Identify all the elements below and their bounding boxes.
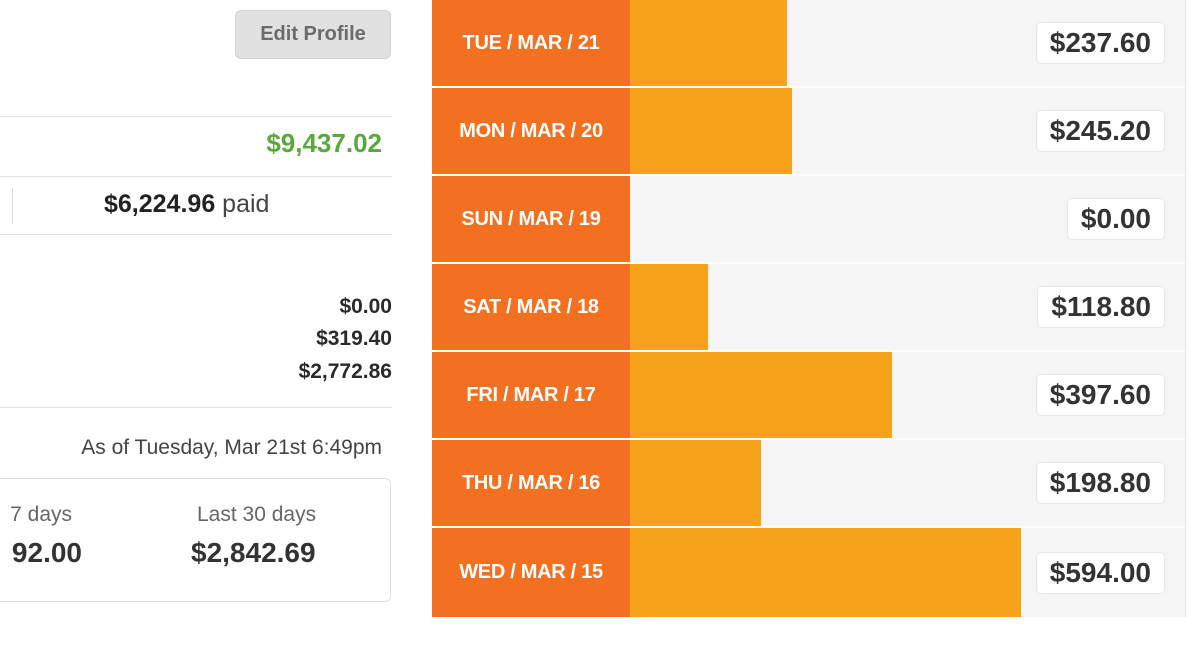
day-label: TUE / MAR / 21 xyxy=(432,0,630,86)
day-label: FRI / MAR / 17 xyxy=(432,352,630,438)
day-bar-track: $397.60 xyxy=(630,352,1185,438)
day-row[interactable]: THU / MAR / 16 $198.80 xyxy=(432,440,1185,528)
day-label: SUN / MAR / 19 xyxy=(432,176,630,262)
day-label: MON / MAR / 20 xyxy=(432,88,630,174)
day-bar-fill xyxy=(630,352,892,438)
day-amount: $245.20 xyxy=(1035,110,1165,152)
day-amount: $237.60 xyxy=(1035,22,1165,64)
day-label: THU / MAR / 16 xyxy=(432,440,630,526)
day-label: SAT / MAR / 18 xyxy=(432,264,630,350)
day-bar-track: $0.00 xyxy=(630,176,1185,262)
last-30-days-value: $2,842.69 xyxy=(191,537,316,568)
divider xyxy=(0,176,392,177)
day-bar-fill xyxy=(630,440,761,526)
day-bar-track: $118.80 xyxy=(630,264,1185,350)
day-label: WED / MAR / 15 xyxy=(432,528,630,617)
day-bar-track: $594.00 xyxy=(630,528,1185,617)
day-row[interactable]: TUE / MAR / 21 $237.60 xyxy=(432,0,1185,88)
day-amount: $118.80 xyxy=(1037,286,1165,328)
day-bar-track: $245.20 xyxy=(630,88,1185,174)
day-row[interactable]: FRI / MAR / 17 $397.60 xyxy=(432,352,1185,440)
day-bar-fill xyxy=(630,264,709,350)
column-divider xyxy=(12,188,13,224)
last-7-days-value: 92.00 xyxy=(11,537,82,568)
day-amount: $397.60 xyxy=(1035,374,1165,416)
breakdown-value: $2,772.86 xyxy=(298,360,392,383)
day-row[interactable]: SUN / MAR / 19 $0.00 xyxy=(432,176,1185,264)
divider xyxy=(0,116,392,117)
day-bar-track: $237.60 xyxy=(630,0,1185,86)
day-amount: $0.00 xyxy=(1066,198,1165,240)
day-bar-fill xyxy=(630,0,787,86)
as-of-timestamp: As of Tuesday, Mar 21st 6:49pm xyxy=(81,436,382,459)
day-bar-track: $198.80 xyxy=(630,440,1185,526)
day-bar-fill xyxy=(630,528,1022,617)
paid-amount: $6,224.96 xyxy=(104,190,216,218)
paid-summary: $6,224.96 paid xyxy=(104,190,269,219)
day-row[interactable]: WED / MAR / 15 $594.00 xyxy=(432,528,1185,617)
day-row[interactable]: MON / MAR / 20 $245.20 xyxy=(432,88,1185,176)
edit-profile-button[interactable]: Edit Profile xyxy=(235,10,391,59)
last-7-days-label: 7 days xyxy=(10,503,72,526)
total-balance-amount: $9,437.02 xyxy=(266,128,382,158)
breakdown-value: $0.00 xyxy=(339,295,392,318)
paid-label: paid xyxy=(222,190,270,218)
last-30-days-label: Last 30 days xyxy=(197,503,317,526)
earnings-stats-card: 7 days 92.00 Last 30 days $2,842.69 xyxy=(0,478,391,602)
breakdown-value: $319.40 xyxy=(316,327,392,350)
earnings-summary-panel: Edit Profile $9,437.02 $6,224.96 paid $0… xyxy=(0,0,392,648)
daily-earnings-list: TUE / MAR / 21 $237.60 MON / MAR / 20 $245.… xyxy=(432,0,1186,617)
day-amount: $198.80 xyxy=(1035,462,1165,504)
day-bar-fill xyxy=(630,88,792,174)
divider xyxy=(0,234,392,235)
day-amount: $594.00 xyxy=(1035,551,1165,594)
divider xyxy=(0,407,392,408)
day-row[interactable]: SAT / MAR / 18 $118.80 xyxy=(432,264,1185,352)
